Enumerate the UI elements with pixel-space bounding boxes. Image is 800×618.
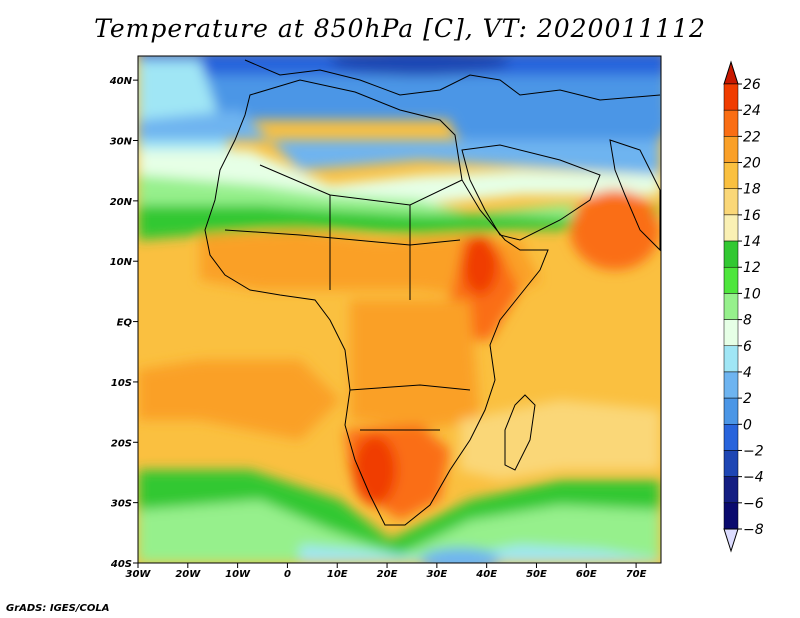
colorbar-label: −6 bbox=[743, 496, 764, 512]
lat-tick-label: 20N bbox=[110, 197, 133, 208]
lon-tick-label: 20E bbox=[377, 569, 398, 580]
colorbar-segment bbox=[723, 397, 739, 425]
colorbar-label: 14 bbox=[743, 234, 761, 250]
lon-tick-label: 50E bbox=[526, 569, 547, 580]
lon-tick-label: 10W bbox=[225, 569, 251, 580]
colorbar-top-arrow bbox=[723, 60, 739, 85]
colorbar-segment bbox=[723, 345, 739, 373]
lat-tick-label: 40S bbox=[110, 559, 132, 570]
colorbar-label: 22 bbox=[743, 129, 761, 145]
lat-tick-label: 20S bbox=[111, 438, 132, 449]
colorbar-segment bbox=[723, 83, 739, 111]
colorbar-segment bbox=[723, 188, 739, 216]
colorbar-segment bbox=[723, 162, 739, 189]
colorbar-label: 10 bbox=[743, 286, 761, 302]
colorbar-label: 18 bbox=[743, 182, 761, 198]
colorbar-segment bbox=[723, 109, 739, 137]
lat-tick-label: 30S bbox=[111, 499, 132, 510]
lat-tick-label: 10N bbox=[110, 257, 133, 268]
plot-frame bbox=[137, 55, 662, 564]
colorbar-segment bbox=[723, 266, 739, 294]
colorbar-label: 20 bbox=[743, 156, 761, 172]
lat-tick-label: 40N bbox=[109, 76, 133, 87]
colorbar-segment bbox=[723, 293, 739, 320]
colorbar-segment bbox=[723, 502, 739, 530]
lat-tick-label: EQ bbox=[117, 318, 133, 329]
lat-tick-label: 30N bbox=[110, 137, 133, 148]
colorbar-segment bbox=[723, 424, 739, 451]
colorbar-bottom-arrow bbox=[723, 528, 739, 553]
colorbar-label: 16 bbox=[743, 208, 761, 224]
lon-tick-label: 60E bbox=[576, 569, 597, 580]
coastlines bbox=[204, 59, 661, 526]
map-title: Temperature at 850hPa [C], VT: 202001111… bbox=[94, 14, 706, 43]
colorbar-segment bbox=[723, 450, 739, 477]
colorbar-label: 26 bbox=[743, 77, 761, 93]
colorbar-label: 8 bbox=[743, 313, 752, 329]
colorbar-label: −2 bbox=[743, 443, 764, 459]
colorbar-segment bbox=[723, 319, 739, 347]
lon-tick-label: 40E bbox=[475, 569, 497, 580]
lon-tick-label: 10E bbox=[327, 569, 348, 580]
colorbar-segment bbox=[723, 136, 739, 163]
temperature-field bbox=[138, 56, 661, 563]
colorbar-segment bbox=[723, 214, 739, 242]
colorbar-segment bbox=[723, 240, 739, 268]
colorbar-label: 24 bbox=[743, 103, 761, 119]
colorbar-label: 12 bbox=[743, 260, 761, 276]
colorbar-label: −8 bbox=[743, 522, 764, 538]
lon-tick-label: 30W bbox=[126, 569, 152, 580]
colorbar-label: 2 bbox=[743, 391, 752, 407]
credit-label: GrADS: IGES/COLA bbox=[6, 603, 110, 614]
colorbar-segment bbox=[723, 371, 739, 399]
lon-tick-label: 70E bbox=[626, 569, 647, 580]
lat-tick-label: 10S bbox=[111, 378, 132, 389]
lon-tick-label: 0 bbox=[284, 569, 291, 580]
lon-tick-label: 20W bbox=[175, 569, 201, 580]
colorbar-label: −4 bbox=[743, 470, 764, 486]
colorbar-label: 6 bbox=[743, 339, 752, 355]
colorbar-label: 4 bbox=[743, 365, 752, 381]
colorbar-segment bbox=[723, 476, 739, 504]
lon-tick-label: 30E bbox=[426, 569, 447, 580]
colorbar-label: 0 bbox=[743, 417, 752, 433]
